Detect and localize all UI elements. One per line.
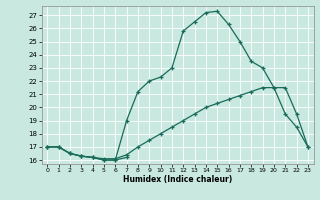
X-axis label: Humidex (Indice chaleur): Humidex (Indice chaleur) [123,175,232,184]
